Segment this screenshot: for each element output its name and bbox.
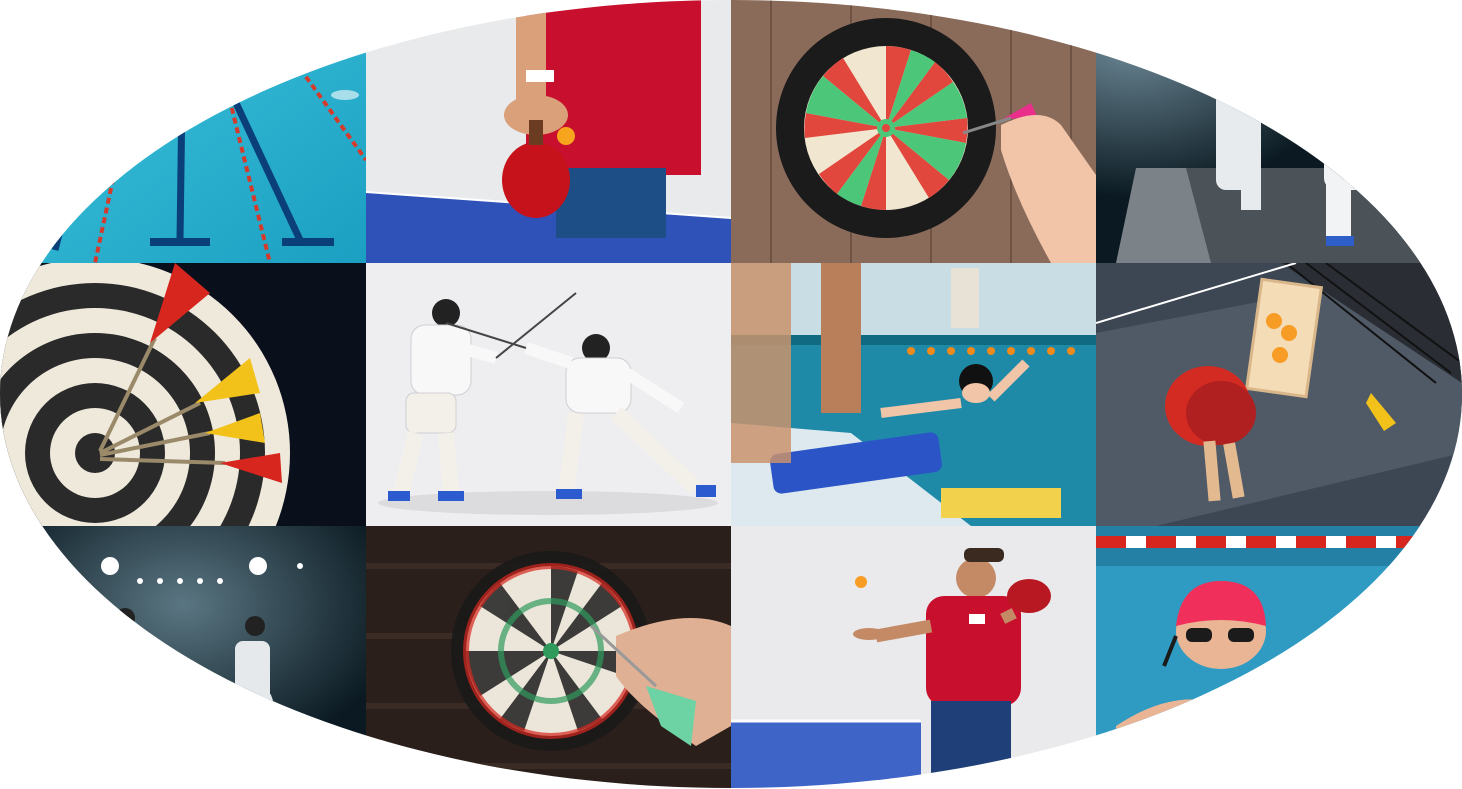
photo-fencing-arena-dark: [1096, 0, 1462, 263]
photo-fencing-stadium: [0, 526, 366, 788]
photo-darts-bullseye: [0, 263, 366, 526]
photo-darts-green-dart: [366, 526, 731, 788]
photo-darts-hand-throwing: [731, 0, 1096, 263]
photo-swimmer-pink-cap: [1096, 526, 1462, 788]
photo-swimming-pool-lanes: [0, 0, 366, 263]
photo-table-tennis-player: [366, 0, 731, 263]
photo-table-tennis-serve: [731, 526, 1096, 788]
photo-fencing-studio: [366, 263, 731, 526]
photo-swimming-lesson: [731, 263, 1096, 526]
photo-table-tennis-equipment: [1096, 263, 1462, 526]
